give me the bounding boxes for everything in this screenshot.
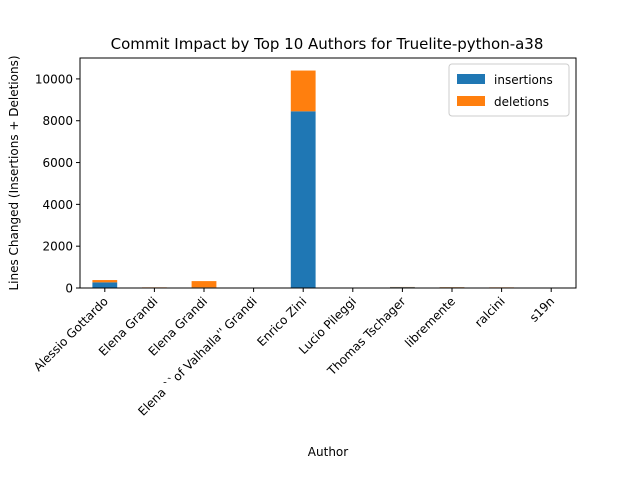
bar-deletions-4 — [290, 70, 316, 112]
chart-title: Commit Impact by Top 10 Authors for True… — [111, 35, 544, 53]
bars-group — [92, 70, 514, 288]
x-tick-label-9: s19n — [527, 294, 558, 325]
legend-label-deletions: deletions — [494, 95, 549, 109]
y-axis: 0 2000 4000 6000 8000 10000 — [35, 72, 80, 296]
x-tick-label-0: Alessio Gottardo — [31, 294, 111, 374]
x-tick-label-7: libremente — [402, 294, 458, 350]
bar-insertions-0 — [92, 282, 118, 288]
legend-label-insertions: insertions — [494, 73, 553, 87]
y-tick-label-2: 4000 — [42, 198, 73, 212]
legend-swatch-insertions — [457, 74, 485, 84]
x-tick-label-8: ralcini — [472, 294, 508, 330]
legend: insertions deletions — [448, 63, 570, 117]
bar-insertions-4 — [290, 111, 316, 288]
y-tick-label-0: 0 — [65, 282, 73, 296]
y-tick-label-1: 2000 — [42, 240, 73, 254]
y-tick-label-4: 8000 — [42, 114, 73, 128]
bar-deletions-0 — [92, 280, 118, 283]
legend-swatch-deletions — [457, 96, 485, 106]
y-axis-label: Lines Changed (Insertions + Deletions) — [7, 55, 21, 290]
x-axis-label: Author — [308, 445, 348, 459]
plot-frame — [79, 57, 577, 289]
bar-deletions-2 — [191, 281, 217, 288]
y-tick-label-5: 10000 — [35, 72, 73, 86]
y-tick-label-3: 6000 — [42, 156, 73, 170]
